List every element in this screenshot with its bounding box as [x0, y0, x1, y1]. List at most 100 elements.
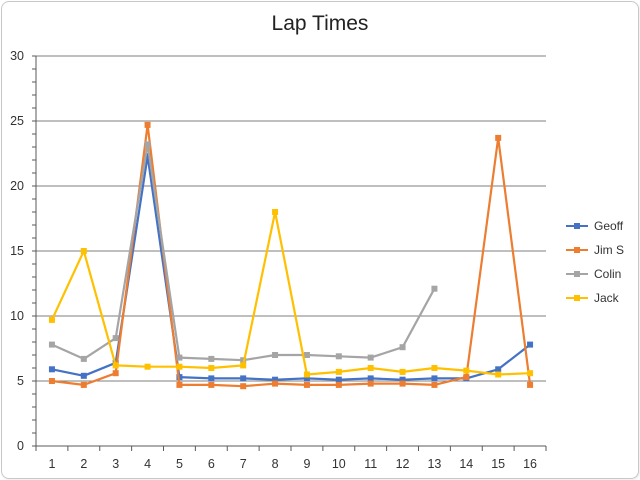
data-point-jack	[431, 365, 438, 371]
x-tick-label: 16	[523, 457, 537, 471]
data-point-colin	[48, 341, 55, 348]
data-point-jack	[176, 363, 183, 370]
x-tick-label: 8	[272, 457, 279, 471]
legend: Geoff Jim S Colin Jack	[566, 214, 636, 310]
data-point-jack	[48, 316, 55, 323]
data-point-geoff	[495, 366, 502, 373]
data-point-jack	[527, 370, 534, 377]
data-point-jim-s	[48, 378, 55, 384]
series-line-colin	[51, 143, 436, 362]
x-tick-label: 14	[459, 457, 473, 471]
data-point-geoff	[527, 341, 534, 348]
series-jim-s	[48, 121, 534, 390]
data-point-jim-s	[272, 380, 279, 387]
x-tick-label: 9	[303, 457, 310, 471]
y-tick-label: 10	[10, 309, 24, 323]
data-point-jack	[495, 371, 502, 378]
x-tick-label: 4	[144, 457, 151, 471]
data-point-jack	[463, 367, 470, 374]
data-point-jim-s	[144, 121, 151, 128]
data-point-jim-s	[176, 381, 183, 388]
data-point-geoff	[367, 375, 374, 382]
data-point-jim-s	[431, 381, 438, 388]
y-tick-label: 0	[17, 439, 24, 453]
x-tick-label: 6	[208, 457, 215, 471]
data-point-colin	[367, 354, 374, 361]
y-tick-label: 30	[10, 49, 24, 63]
axes	[32, 55, 547, 451]
data-point-jim-s	[112, 370, 119, 377]
legend-label: Colin	[594, 267, 622, 281]
data-point-geoff	[399, 376, 406, 383]
data-point-jim-s	[303, 381, 310, 388]
data-point-colin	[80, 355, 87, 362]
data-point-colin	[208, 355, 215, 362]
y-tick-label: 25	[10, 114, 24, 128]
data-point-jim-s	[367, 380, 374, 387]
legend-label: Jack	[594, 291, 619, 305]
x-tick-label: 5	[176, 457, 183, 471]
legend-item-jack: Jack	[566, 286, 636, 310]
data-point-geoff	[335, 376, 342, 383]
x-tick-label: 12	[396, 457, 410, 471]
x-tick-label: 11	[364, 457, 377, 471]
x-tick-label: 7	[240, 457, 247, 471]
legend-item-colin: Colin	[566, 262, 636, 286]
data-point-colin	[272, 352, 279, 358]
data-point-geoff	[303, 375, 310, 382]
data-point-jack	[112, 362, 119, 369]
data-point-jack	[335, 368, 342, 375]
x-tick-label: 1	[48, 457, 55, 471]
data-point-jack	[208, 365, 215, 371]
legend-swatch	[566, 220, 588, 232]
chart-title: Lap Times	[271, 12, 369, 35]
series-line-jim-s	[51, 123, 532, 388]
series-group	[48, 121, 534, 390]
data-point-colin	[335, 353, 342, 360]
legend-item-jim-s: Jim S	[566, 238, 636, 262]
series-jack	[48, 209, 534, 378]
legend-label: Jim S	[594, 243, 624, 257]
data-point-jim-s	[240, 383, 247, 390]
data-point-geoff	[240, 375, 247, 382]
y-tick-label: 5	[17, 374, 24, 388]
data-point-geoff	[431, 375, 438, 382]
series-colin	[48, 141, 438, 364]
x-tick-labels: 1 2 3 4 5 6 7 8 9 10 11 12 13 14 15 16	[48, 457, 537, 471]
x-tick-label: 13	[427, 457, 441, 471]
x-tick-label: 2	[80, 457, 87, 471]
data-point-jack	[303, 371, 310, 378]
y-tick-label: 20	[10, 179, 24, 193]
legend-swatch	[566, 268, 588, 280]
data-point-jack	[272, 209, 279, 215]
data-point-geoff	[272, 376, 279, 383]
data-point-colin	[431, 285, 438, 292]
data-point-colin	[303, 352, 310, 358]
data-point-jack	[80, 248, 87, 254]
data-point-colin	[112, 335, 119, 342]
data-point-geoff	[144, 153, 151, 160]
data-point-jack	[399, 368, 406, 375]
series-geoff	[48, 153, 534, 383]
x-tick-label: 3	[112, 457, 119, 471]
data-point-colin	[144, 141, 151, 148]
data-point-jack	[367, 365, 374, 371]
y-tick-label: 15	[10, 244, 24, 258]
series-line-jack	[50, 210, 531, 376]
x-tick-label: 15	[491, 457, 505, 471]
data-point-jim-s	[495, 134, 502, 141]
data-point-jim-s	[527, 381, 534, 388]
legend-swatch	[566, 292, 588, 304]
legend-item-geoff: Geoff	[566, 214, 636, 238]
data-point-jim-s	[463, 374, 470, 381]
x-tick-label: 10	[332, 457, 346, 471]
data-point-jack	[240, 362, 247, 369]
data-point-geoff	[80, 372, 87, 379]
data-point-jim-s	[80, 381, 87, 388]
series-line-geoff	[51, 155, 531, 381]
data-point-jim-s	[208, 381, 215, 388]
legend-swatch	[566, 244, 588, 256]
data-point-jim-s	[399, 380, 406, 387]
gridlines	[36, 55, 546, 382]
